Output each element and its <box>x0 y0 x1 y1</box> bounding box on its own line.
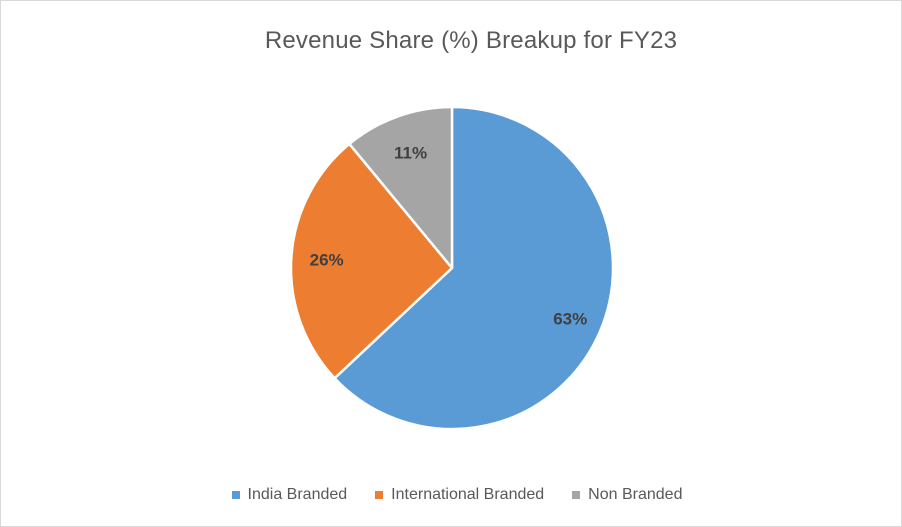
legend-swatch-international-branded <box>375 491 384 499</box>
pie-slice-non-branded <box>348 105 454 270</box>
data-label-india-branded: 63% <box>553 310 587 329</box>
chart-legend: India Branded International Branded Non … <box>1 486 901 504</box>
pie-slice-india-branded <box>333 105 615 431</box>
legend-item-non-branded: Non Branded <box>572 486 682 504</box>
legend-swatch-non-branded <box>572 491 581 499</box>
legend-swatch-india-branded <box>231 491 240 499</box>
pie-slices <box>289 105 615 431</box>
legend-item-international-branded: International Branded <box>375 486 544 504</box>
legend-item-india-branded: India Branded <box>231 486 348 504</box>
data-label-non-branded: 11% <box>394 143 427 162</box>
pie-data-labels: 63% 26% 11% <box>310 143 588 328</box>
legend-label-international-branded: International Branded <box>391 486 545 503</box>
pie-slice-international-branded <box>289 142 454 380</box>
chart-title: Revenue Share (%) Breakup for FY23 <box>264 27 678 54</box>
legend-label-non-branded: Non Branded <box>588 486 683 503</box>
data-label-international-branded: 26% <box>310 251 344 270</box>
legend-label-india-branded: India Branded <box>247 486 348 503</box>
